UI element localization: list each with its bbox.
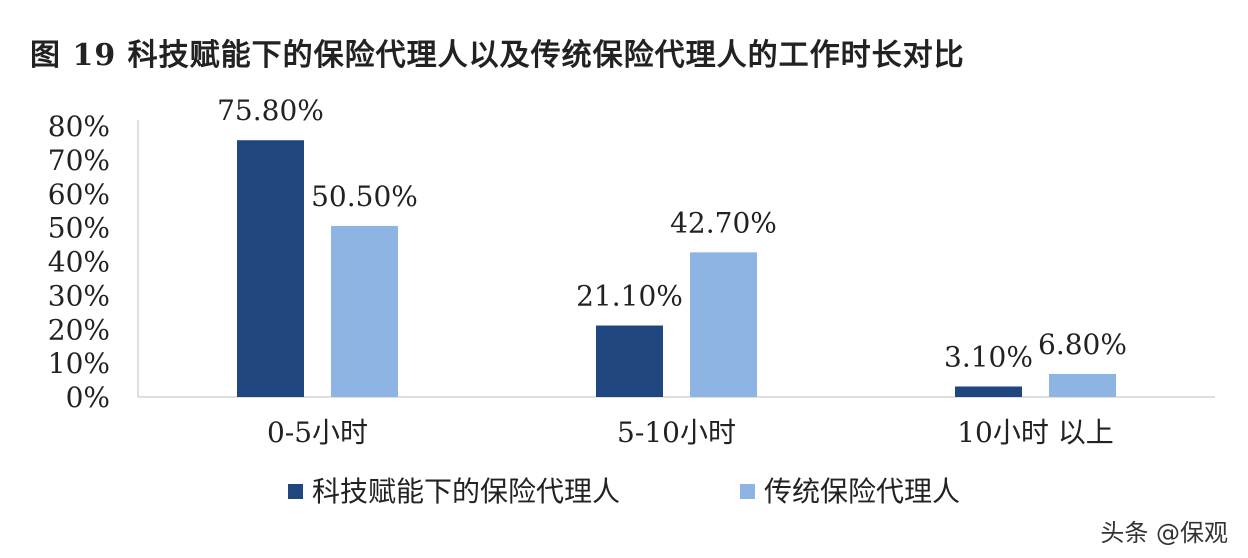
- bar: [690, 252, 757, 397]
- bar: [237, 140, 304, 398]
- legend-label: 科技赋能下的保险代理人: [312, 475, 620, 508]
- y-tick-label: 10%: [48, 347, 110, 380]
- watermark: 头条 @保观: [1100, 519, 1228, 547]
- data-label: 50.50%: [311, 180, 418, 213]
- data-label: 6.80%: [1038, 328, 1127, 361]
- y-tick-label: 80%: [48, 110, 110, 143]
- legend-swatch: [740, 484, 755, 499]
- legend-label: 传统保险代理人: [764, 475, 960, 508]
- bar: [955, 386, 1022, 397]
- x-tick-label: 0-5小时: [267, 416, 368, 449]
- y-tick-label: 0%: [66, 381, 110, 414]
- x-tick-label: 10小时 以上: [957, 416, 1114, 449]
- y-tick-label: 20%: [48, 313, 110, 346]
- y-tick-label: 70%: [48, 144, 110, 177]
- y-tick-label: 30%: [48, 279, 110, 312]
- data-label: 75.80%: [217, 94, 324, 127]
- data-label: 21.10%: [576, 280, 683, 313]
- data-label: 42.70%: [670, 206, 777, 239]
- y-tick-label: 60%: [48, 178, 110, 211]
- y-tick-label: 40%: [48, 246, 110, 279]
- chart-title: 图 19 科技赋能下的保险代理人以及传统保险代理人的工作时长对比: [30, 38, 965, 73]
- bar: [596, 325, 663, 397]
- x-tick-label: 5-10小时: [617, 416, 736, 449]
- y-tick-label: 50%: [48, 212, 110, 245]
- data-label: 3.10%: [944, 340, 1033, 373]
- legend-swatch: [288, 484, 303, 499]
- bar: [331, 225, 398, 397]
- bar: [1049, 373, 1116, 397]
